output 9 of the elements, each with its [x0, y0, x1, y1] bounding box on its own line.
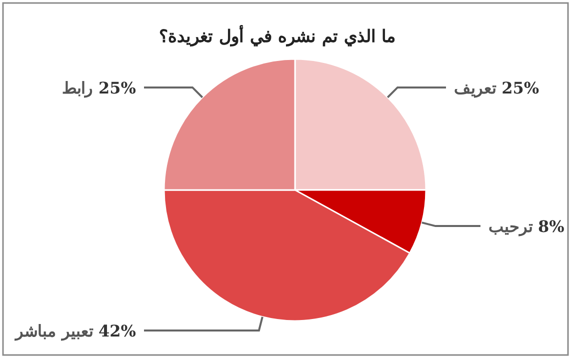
slice-label: رابط	[62, 78, 99, 98]
data-label: 42%	[98, 321, 136, 340]
chart-title: ما الذي تم نشره في أول تغريدة؟	[159, 24, 396, 47]
data-label: 8%	[538, 217, 564, 236]
slice-label: تعبير مباشر	[14, 321, 99, 342]
slice-label: ترحيب	[488, 217, 538, 238]
slice-label: تعريف	[454, 78, 502, 98]
data-label: 25%	[502, 78, 540, 98]
data-label: 25%	[98, 78, 136, 98]
